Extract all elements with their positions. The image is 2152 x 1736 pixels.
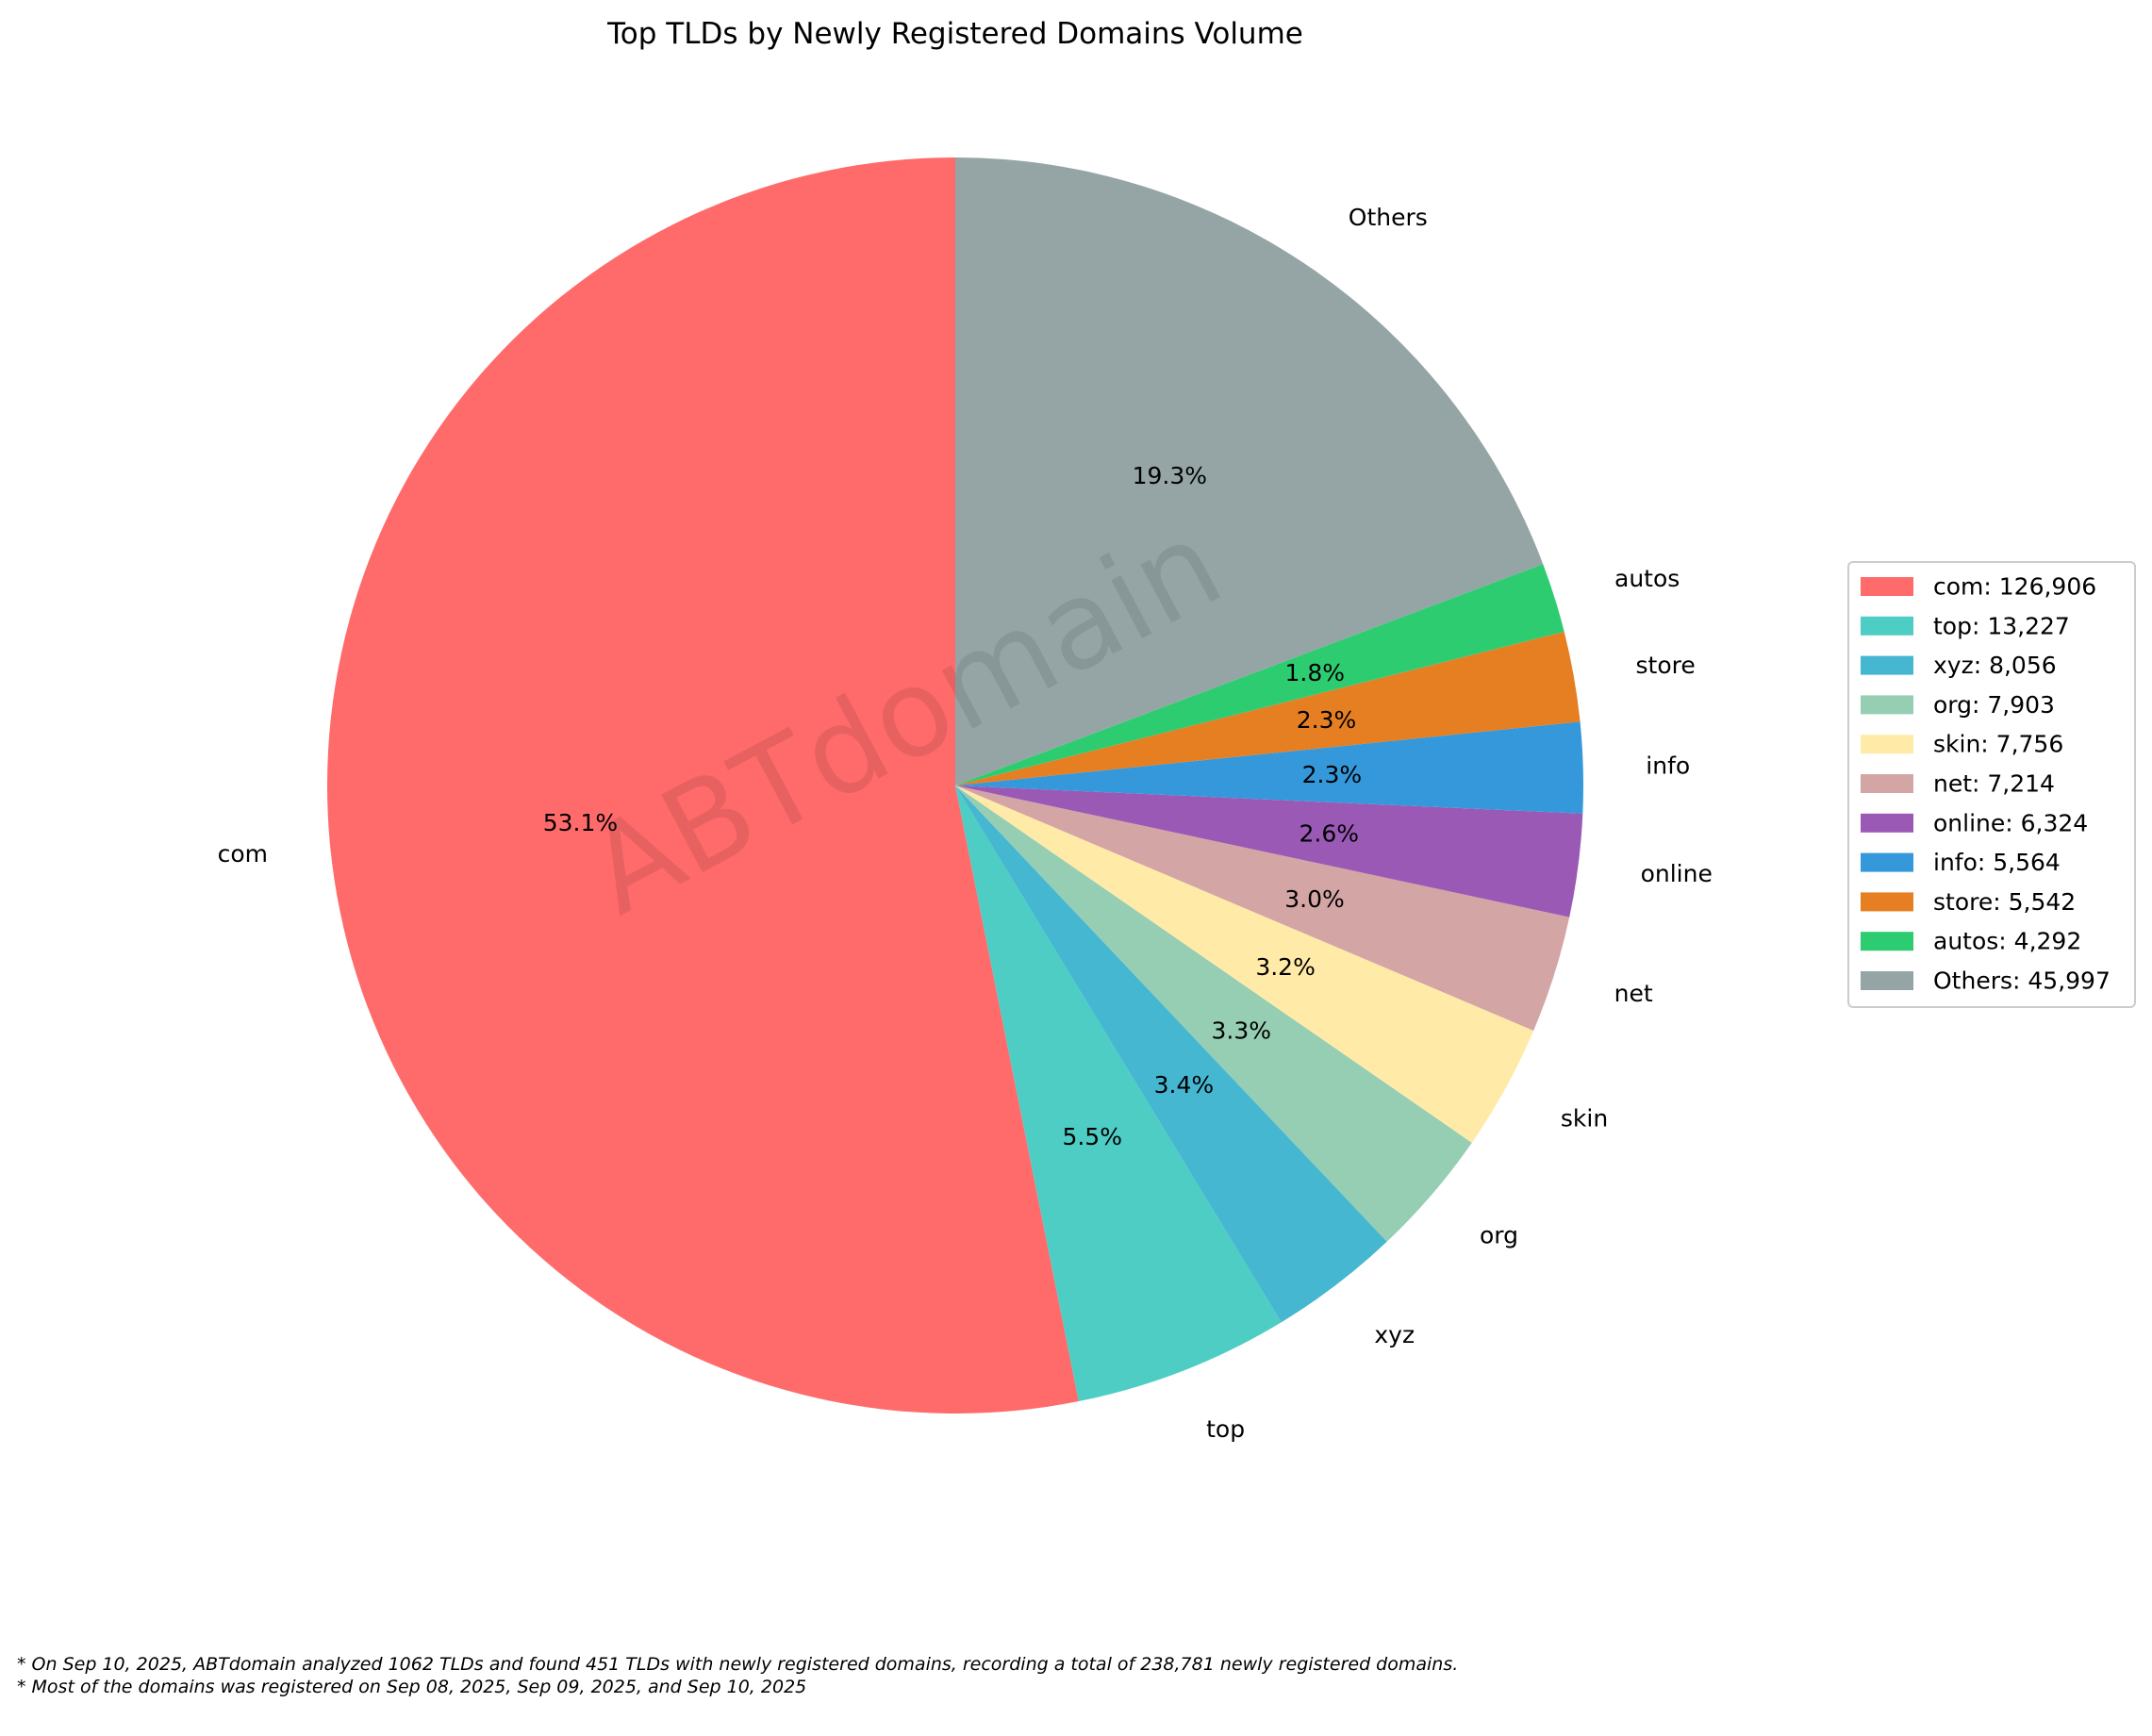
pct-label-org: 3.3%: [1212, 1017, 1272, 1045]
legend-label-xyz: xyz: 8,056: [1933, 652, 2057, 679]
legend-item-online: online: 6,324: [1861, 809, 2088, 836]
slice-label-autos: autos: [1614, 565, 1680, 592]
pct-label-top: 5.5%: [1062, 1123, 1122, 1150]
pie-slice-com: [327, 157, 1079, 1414]
slice-label-com: com: [218, 840, 268, 868]
legend-swatch-autos: [1861, 932, 1913, 951]
legend-swatch-online: [1861, 813, 1913, 833]
legend-swatch-net: [1861, 774, 1913, 793]
legend: com: 126,906 top: 13,227 xyz: 8,056 org: 7,…: [1847, 561, 2136, 1008]
pie-slice-net: [955, 785, 1570, 1031]
pct-label-store: 2.3%: [1297, 706, 1357, 734]
legend-item-info: info: 5,564: [1861, 849, 2061, 876]
pct-label-autos: 1.8%: [1285, 659, 1346, 686]
slice-label-org: org: [1480, 1222, 1518, 1249]
pct-label-net: 3.0%: [1284, 885, 1345, 913]
pct-label-online: 2.6%: [1299, 820, 1360, 848]
legend-item-store: store: 5,542: [1861, 888, 2076, 916]
pct-label-others: 19.3%: [1133, 462, 1207, 489]
legend-frame: [1847, 561, 2136, 1008]
pie-slices: [327, 157, 1583, 1414]
legend-item-net: net: 7,214: [1861, 770, 2055, 798]
legend-swatch-info: [1861, 852, 1913, 872]
chart-title: Top TLDs by Newly Registered Domains Vol…: [606, 17, 1303, 51]
legend-label-info: info: 5,564: [1933, 849, 2061, 876]
pie-slice-org: [955, 785, 1472, 1242]
legend-items: com: 126,906 top: 13,227 xyz: 8,056 org: 7,…: [1861, 573, 2111, 995]
footnote-line-2: * Most of the domains was registered on …: [17, 1677, 807, 1697]
pie-slice-info: [955, 721, 1583, 814]
legend-item-xyz: xyz: 8,056: [1861, 652, 2057, 679]
footnote-line-1: * On Sep 10, 2025, ABTdomain analyzed 10…: [17, 1654, 1459, 1675]
legend-swatch-xyz: [1861, 655, 1913, 675]
legend-item-com: com: 126,906: [1861, 573, 2096, 601]
legend-label-store: store: 5,542: [1933, 888, 2076, 916]
legend-item-others: Others: 45,997: [1861, 967, 2111, 995]
legend-swatch-org: [1861, 695, 1913, 715]
legend-label-net: net: 7,214: [1933, 770, 2055, 798]
percentage-labels: 53.1% 5.5% 3.4% 3.3% 3.2% 3.0% 2.6% 2.3% 2.3% 1.8…: [543, 462, 1362, 1150]
legend-label-autos: autos: 4,292: [1933, 928, 2081, 955]
pie-slice-xyz: [955, 785, 1387, 1323]
slice-label-online: online: [1641, 860, 1713, 887]
pct-label-skin: 3.2%: [1255, 953, 1316, 981]
slice-label-top: top: [1206, 1415, 1245, 1443]
pie-slice-others: [955, 157, 1544, 785]
legend-label-top: top: 13,227: [1933, 612, 2070, 639]
slice-labels: com top xyz org skin net online info store autos O…: [218, 204, 1713, 1443]
pie-slice-autos: [955, 564, 1564, 785]
slice-label-net: net: [1614, 980, 1653, 1007]
legend-swatch-others: [1861, 971, 1913, 990]
legend-swatch-com: [1861, 577, 1913, 596]
legend-swatch-store: [1861, 892, 1913, 912]
pct-label-info: 2.3%: [1302, 761, 1363, 788]
slice-label-skin: skin: [1561, 1105, 1608, 1133]
slice-label-xyz: xyz: [1374, 1321, 1415, 1348]
legend-item-top: top: 13,227: [1861, 612, 2070, 639]
slice-label-others: Others: [1349, 204, 1428, 231]
legend-swatch-skin: [1861, 735, 1913, 754]
pie-slice-store: [955, 631, 1581, 785]
legend-label-com: com: 126,906: [1933, 573, 2096, 601]
legend-item-autos: autos: 4,292: [1861, 928, 2081, 955]
legend-label-online: online: 6,324: [1933, 809, 2088, 836]
pie-slice-skin: [955, 785, 1534, 1143]
legend-label-org: org: 7,903: [1933, 691, 2055, 719]
slice-label-store: store: [1636, 652, 1696, 679]
legend-swatch-top: [1861, 616, 1913, 636]
pct-label-xyz: 3.4%: [1154, 1071, 1215, 1099]
legend-label-skin: skin: 7,756: [1933, 731, 2063, 758]
legend-item-org: org: 7,903: [1861, 691, 2055, 719]
slice-label-info: info: [1646, 752, 1690, 780]
legend-item-skin: skin: 7,756: [1861, 731, 2063, 758]
legend-label-others: Others: 45,997: [1933, 967, 2111, 995]
pct-label-com: 53.1%: [543, 809, 618, 836]
pie-slice-top: [955, 785, 1282, 1402]
pie-slice-online: [955, 785, 1583, 918]
